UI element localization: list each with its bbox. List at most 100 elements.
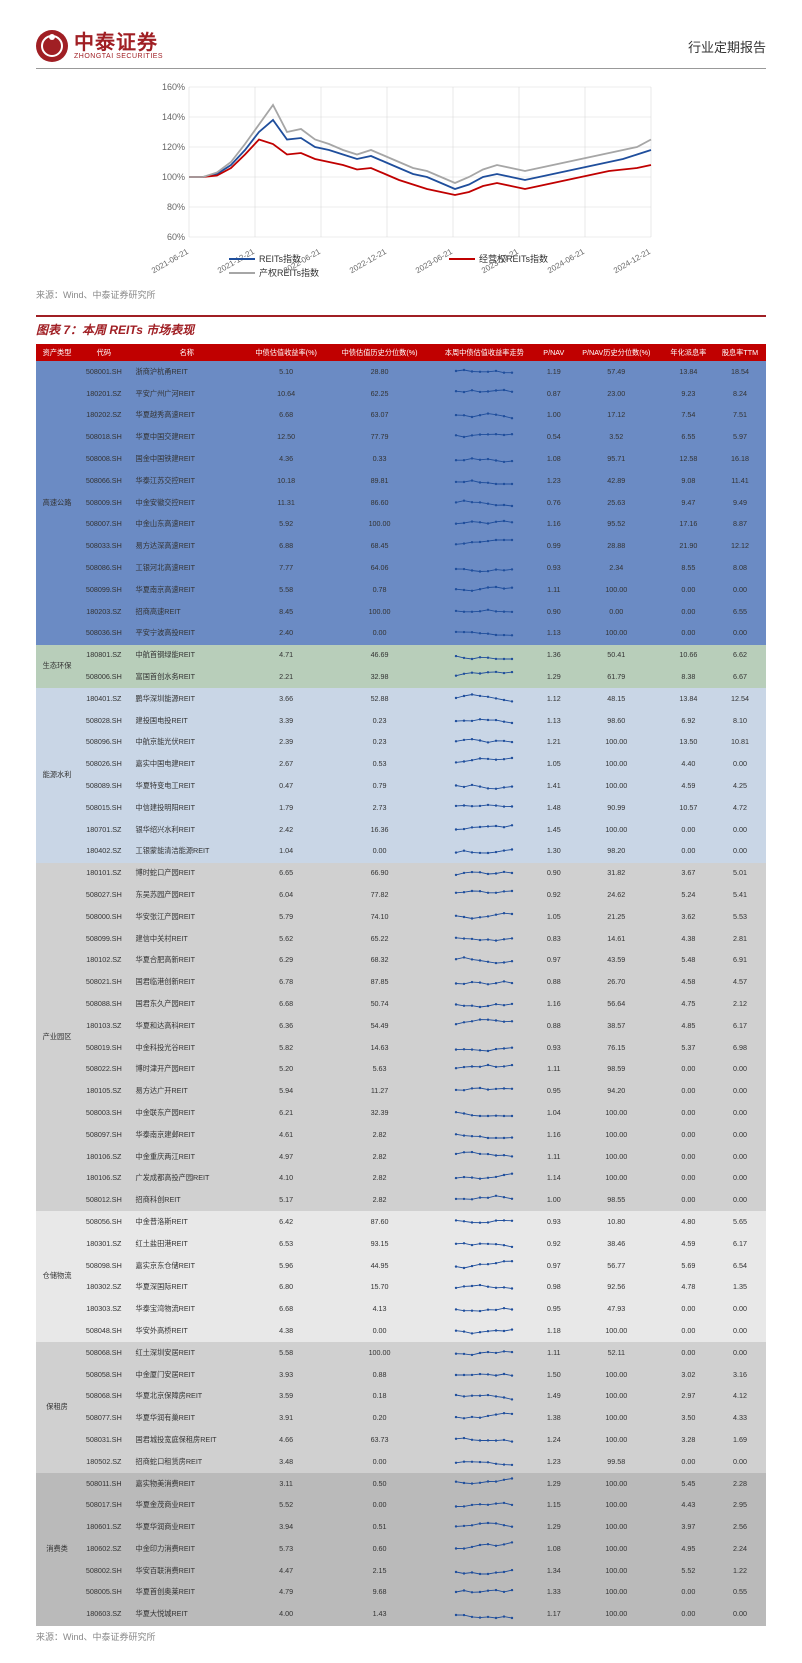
name-cell: 银华绍兴水利REIT	[130, 819, 245, 841]
ttm-cell: 5.53	[714, 906, 766, 928]
pnav-cell: 1.34	[538, 1560, 570, 1582]
ttm-cell: 6.17	[714, 1015, 766, 1037]
div-cell: 4.38	[663, 928, 714, 950]
spark-cell	[431, 1211, 538, 1233]
chart-source: 来源：Wind、中泰证券研究所	[36, 288, 766, 301]
pnav-cell: 1.11	[538, 1059, 570, 1081]
pnav-pct-cell: 2.34	[570, 558, 663, 580]
yield-cell: 10.18	[244, 470, 328, 492]
pct-cell: 14.63	[328, 1037, 431, 1059]
pnav-pct-cell: 100.00	[570, 776, 663, 798]
code-cell: 508021.SH	[78, 972, 129, 994]
pct-cell: 46.69	[328, 645, 431, 667]
code-cell: 508099.SH	[78, 579, 129, 601]
code-cell: 508011.SH	[78, 1473, 129, 1495]
yield-cell: 4.00	[244, 1604, 328, 1626]
ttm-cell: 11.41	[714, 470, 766, 492]
pnav-cell: 0.76	[538, 492, 570, 514]
code-cell: 180102.SZ	[78, 950, 129, 972]
pct-cell: 1.43	[328, 1604, 431, 1626]
category-cell: 消费类	[36, 1473, 78, 1626]
svg-text:2024-06-21: 2024-06-21	[546, 247, 586, 276]
pnav-pct-cell: 14.61	[570, 928, 663, 950]
name-cell: 华泰江苏交控REIT	[130, 470, 245, 492]
spark-cell	[431, 993, 538, 1015]
div-cell: 8.55	[663, 558, 714, 580]
spark-cell	[431, 1386, 538, 1408]
yield-cell: 8.45	[244, 601, 328, 623]
pct-cell: 32.39	[328, 1102, 431, 1124]
div-cell: 5.69	[663, 1255, 714, 1277]
div-cell: 3.02	[663, 1364, 714, 1386]
spark-cell	[431, 1320, 538, 1342]
name-cell: 国君城投宽庭保租房REIT	[130, 1429, 245, 1451]
ttm-cell: 0.00	[714, 579, 766, 601]
pnav-pct-cell: 0.00	[570, 601, 663, 623]
ttm-cell: 0.00	[714, 1451, 766, 1473]
yield-cell: 10.64	[244, 383, 328, 405]
logo-cn: 中泰证券	[74, 33, 163, 53]
pct-cell: 9.68	[328, 1582, 431, 1604]
pnav-pct-cell: 100.00	[570, 819, 663, 841]
yield-cell: 0.47	[244, 776, 328, 798]
yield-cell: 11.31	[244, 492, 328, 514]
name-cell: 国金中国铁建REIT	[130, 449, 245, 471]
code-cell: 180303.SZ	[78, 1299, 129, 1321]
spark-cell	[431, 383, 538, 405]
name-cell: 招商高速REIT	[130, 601, 245, 623]
code-cell: 180201.SZ	[78, 383, 129, 405]
name-cell: 华夏华润有巢REIT	[130, 1408, 245, 1430]
yield-cell: 5.52	[244, 1495, 328, 1517]
pnav-cell: 1.08	[538, 449, 570, 471]
pct-cell: 11.27	[328, 1081, 431, 1103]
spark-cell	[431, 1429, 538, 1451]
spark-cell	[431, 1517, 538, 1539]
pnav-cell: 1.49	[538, 1386, 570, 1408]
col-header: 资产类型	[36, 344, 78, 361]
yield-cell: 6.53	[244, 1233, 328, 1255]
code-cell: 508098.SH	[78, 1255, 129, 1277]
ttm-cell: 5.97	[714, 427, 766, 449]
yield-cell: 3.94	[244, 1517, 328, 1539]
pnav-pct-cell: 42.89	[570, 470, 663, 492]
ttm-cell: 0.00	[714, 1146, 766, 1168]
yield-cell: 3.39	[244, 710, 328, 732]
div-cell: 7.54	[663, 405, 714, 427]
pnav-cell: 1.11	[538, 1146, 570, 1168]
pnav-cell: 0.95	[538, 1081, 570, 1103]
yield-cell: 3.66	[244, 688, 328, 710]
pnav-pct-cell: 100.00	[570, 1168, 663, 1190]
pct-cell: 0.00	[328, 1451, 431, 1473]
spark-cell	[431, 928, 538, 950]
div-cell: 3.97	[663, 1517, 714, 1539]
svg-text:120%: 120%	[162, 142, 185, 152]
spark-cell	[431, 797, 538, 819]
code-cell: 508099.SH	[78, 928, 129, 950]
spark-cell	[431, 732, 538, 754]
name-cell: 工银河北高速REIT	[130, 558, 245, 580]
ttm-cell: 2.28	[714, 1473, 766, 1495]
yield-cell: 3.91	[244, 1408, 328, 1430]
pnav-pct-cell: 61.79	[570, 667, 663, 689]
spark-cell	[431, 1059, 538, 1081]
svg-text:80%: 80%	[167, 202, 185, 212]
code-cell: 180301.SZ	[78, 1233, 129, 1255]
spark-cell	[431, 972, 538, 994]
ttm-cell: 0.55	[714, 1582, 766, 1604]
div-cell: 0.00	[663, 1146, 714, 1168]
name-cell: 华安张江产园REIT	[130, 906, 245, 928]
code-cell: 508031.SH	[78, 1429, 129, 1451]
pct-cell: 52.88	[328, 688, 431, 710]
div-cell: 13.84	[663, 361, 714, 383]
pnav-cell: 1.36	[538, 645, 570, 667]
div-cell: 4.75	[663, 993, 714, 1015]
pct-cell: 2.82	[328, 1190, 431, 1212]
code-cell: 508015.SH	[78, 797, 129, 819]
pct-cell: 68.45	[328, 536, 431, 558]
code-cell: 508048.SH	[78, 1320, 129, 1342]
ttm-cell: 2.81	[714, 928, 766, 950]
name-cell: 易方达深高速REIT	[130, 536, 245, 558]
spark-cell	[431, 1124, 538, 1146]
ttm-cell: 0.00	[714, 1102, 766, 1124]
spark-cell	[431, 776, 538, 798]
